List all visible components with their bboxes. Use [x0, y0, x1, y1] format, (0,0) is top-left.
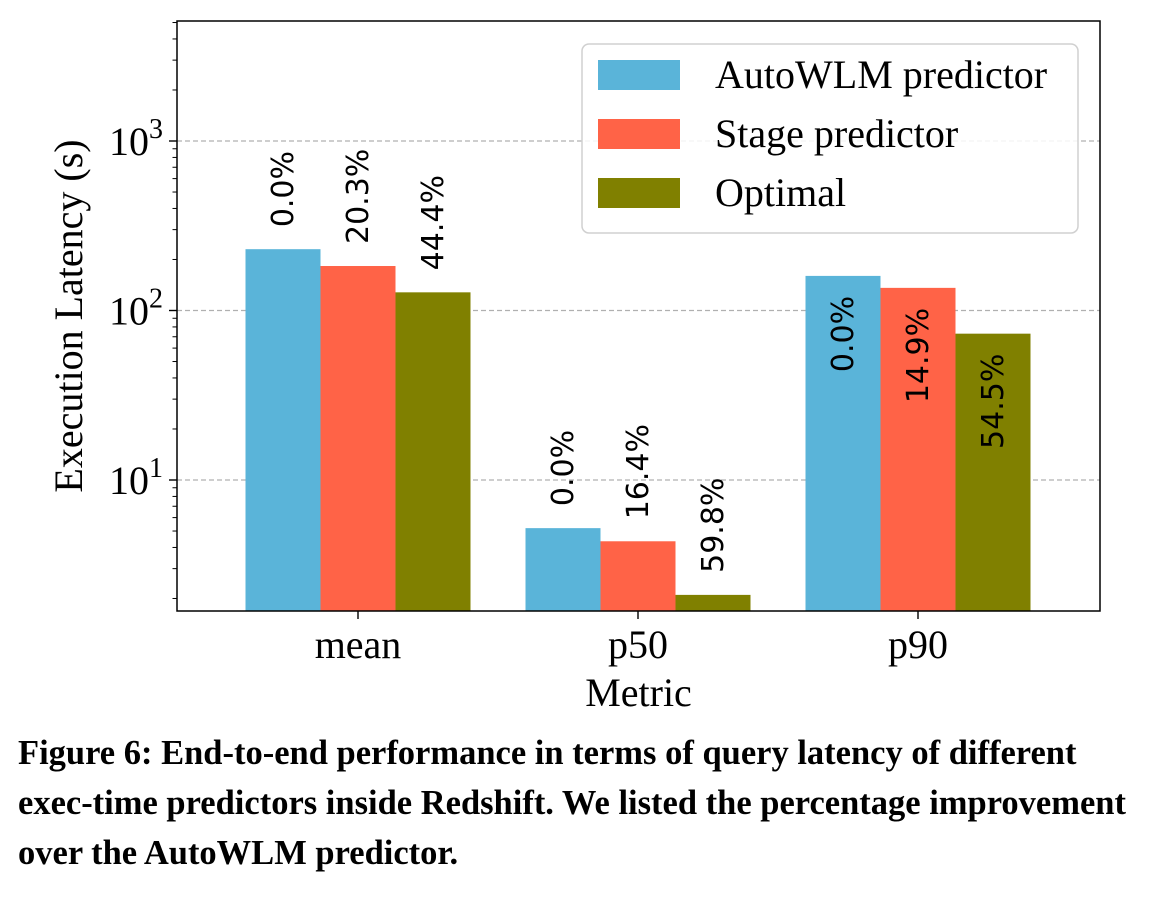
bar-value-label: 0.0%: [266, 151, 301, 227]
legend-swatch: [598, 178, 680, 208]
bar-value-label: 54.5%: [976, 354, 1011, 449]
x-tick-label: p50: [608, 622, 668, 667]
bar-value-label: 0.0%: [546, 430, 581, 506]
bar: [805, 275, 881, 611]
bar: [320, 266, 396, 611]
y-tick-label: 101: [109, 453, 163, 503]
y-tick-label: 103: [109, 114, 163, 164]
bar-value-label: 44.4%: [416, 175, 451, 270]
legend-label: AutoWLM predictor: [715, 52, 1047, 97]
bar: [600, 541, 676, 611]
bar: [395, 292, 471, 611]
legend-label: Stage predictor: [715, 111, 958, 156]
legend: AutoWLM predictor Stage predictor Optimal: [581, 43, 1079, 234]
legend-swatch: [598, 60, 680, 90]
bar-value-label: 59.8%: [696, 478, 731, 573]
x-axis-label: Metric: [585, 670, 692, 715]
y-axis: 101 102 103: [109, 22, 177, 599]
legend-swatch: [598, 119, 680, 149]
bar-value-label: 20.3%: [341, 149, 376, 244]
y-axis-label: Execution Latency (s): [46, 139, 91, 492]
bar-value-label: 16.4%: [621, 424, 656, 519]
x-axis: mean p50 p90: [315, 611, 948, 667]
bar-labels: 0.0% 20.3% 44.4% 0.0% 16.4% 59.8% 0.0% 14.9% 54.…: [266, 149, 1011, 573]
bar-value-label: 14.9%: [901, 308, 936, 403]
bar: [675, 594, 751, 611]
x-tick-label: p90: [888, 622, 948, 667]
y-tick-label: 102: [109, 284, 163, 334]
chart: 0.0% 20.3% 44.4% 0.0% 16.4% 59.8% 0.0% 14.9% 54.…: [46, 20, 1101, 715]
legend-box: [581, 43, 1079, 234]
x-tick-label: mean: [315, 622, 402, 667]
legend-label: Optimal: [715, 170, 846, 215]
bar-value-label: 0.0%: [826, 296, 861, 372]
bars: [245, 249, 1031, 611]
figure-caption: Figure 6: End-to-end performance in term…: [18, 734, 1126, 872]
bar: [245, 249, 321, 611]
bar: [880, 287, 956, 611]
bar: [955, 333, 1031, 611]
bar: [525, 528, 601, 611]
